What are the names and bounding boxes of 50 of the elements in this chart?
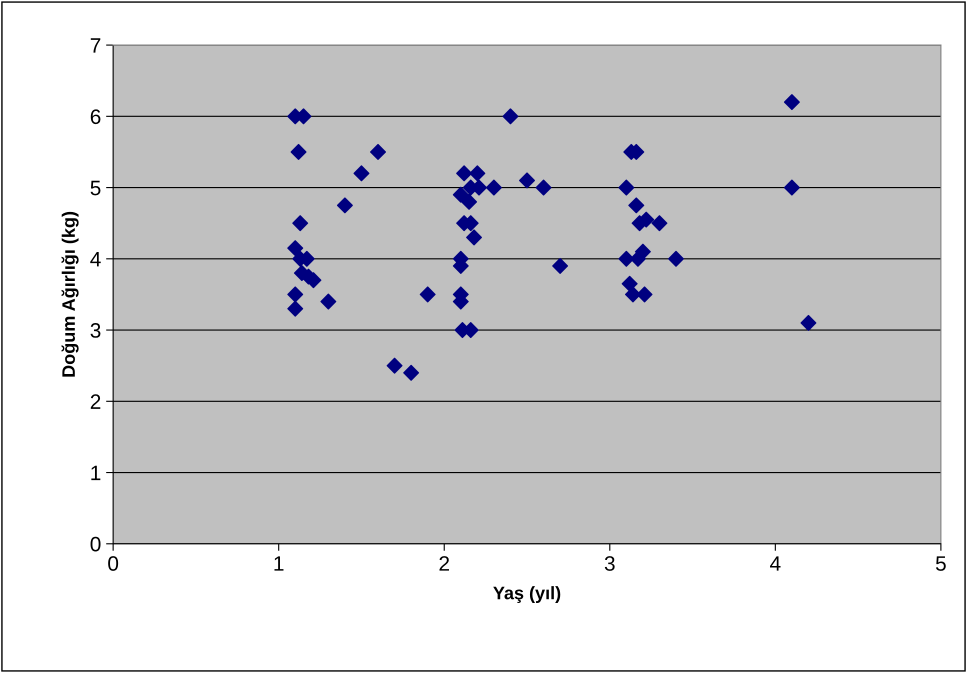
point [651, 215, 668, 232]
x-tick-label: 2 [439, 556, 449, 571]
y-tick-label: 0 [90, 536, 101, 552]
point [290, 144, 307, 160]
point [287, 240, 304, 256]
point [466, 229, 482, 246]
x-tick-label: 0 [108, 556, 118, 571]
point [420, 286, 436, 302]
point [628, 197, 644, 214]
point [784, 94, 800, 110]
point [452, 186, 469, 203]
point [486, 180, 502, 196]
point [622, 276, 638, 292]
point [502, 108, 518, 124]
y-axis-title: Doğum Ağırlığı (kg) [62, 212, 79, 377]
point [536, 180, 552, 196]
y-tick-label: 6 [90, 109, 100, 124]
point [469, 165, 486, 182]
point [292, 215, 308, 232]
point [386, 358, 403, 374]
x-axis-title: Yaş (yıl) [493, 586, 560, 603]
point [624, 286, 641, 302]
point [370, 144, 386, 160]
point [320, 294, 336, 310]
x-tick-label: 5 [936, 556, 946, 571]
x-tick-label: 1 [274, 556, 284, 571]
point [287, 300, 304, 317]
point [552, 258, 568, 274]
point [519, 172, 535, 188]
y-tick-label: 2 [90, 394, 100, 409]
y-tick-label: 4 [90, 252, 101, 266]
y-tick-label: 5 [90, 180, 100, 196]
point [287, 286, 304, 302]
point [784, 180, 800, 196]
point [618, 250, 634, 267]
point [618, 180, 634, 196]
point [461, 194, 478, 210]
point [800, 314, 816, 331]
point [634, 244, 651, 260]
point [456, 165, 472, 182]
y-tick-label: 1 [91, 466, 100, 480]
point [668, 250, 684, 267]
point [403, 364, 420, 381]
y-tick-label: 7 [90, 38, 100, 53]
x-tick-label: 3 [604, 556, 615, 571]
point [353, 165, 370, 182]
point [336, 197, 353, 214]
x-tick-label: 4 [770, 556, 781, 571]
point [636, 286, 653, 302]
y-tick-label: 3 [90, 323, 100, 338]
